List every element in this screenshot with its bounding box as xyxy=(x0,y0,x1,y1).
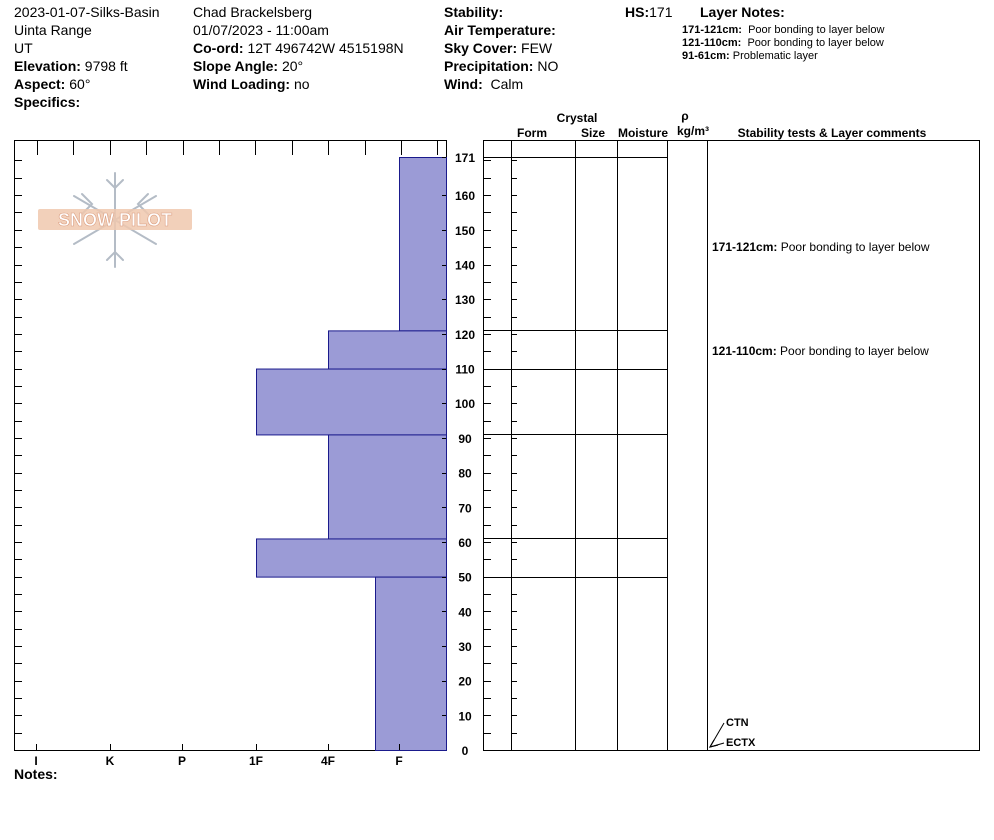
site-name: 2023-01-07-Silks-Basin xyxy=(14,4,160,20)
depth-tick-label: 70 xyxy=(458,501,472,515)
depth-tick-label: 160 xyxy=(455,189,475,203)
observer-name: Chad Brackelsberg xyxy=(193,4,313,20)
specifics-row: Specifics: xyxy=(14,93,80,111)
wind-row: Wind: Calm xyxy=(444,75,523,93)
depth-tick-label: 50 xyxy=(458,571,472,585)
slope-row: Slope Angle: 20° xyxy=(193,57,303,75)
hs-row: HS:171 xyxy=(625,3,672,21)
stability-label: Stability: xyxy=(444,4,504,20)
precip-value: NO xyxy=(537,58,559,74)
depth-tick-label: 120 xyxy=(455,328,475,342)
depth-tick-label: 110 xyxy=(455,363,475,377)
hardness-bar xyxy=(328,434,447,540)
hardness-axis-label: I xyxy=(34,754,37,768)
form-header: Form xyxy=(517,126,547,140)
hardness-bar xyxy=(256,538,447,578)
density-unit-header: kg/m³ xyxy=(677,124,709,138)
aspect-label: Aspect: xyxy=(14,76,66,92)
observation-datetime: 01/07/2023 - 11:00am xyxy=(193,22,329,38)
wind-loading-row: Wind Loading: no xyxy=(193,75,310,93)
snowpilot-logo: SNOW PILOT xyxy=(38,172,192,268)
stability-row: Stability: xyxy=(444,3,503,21)
stability-test-label: CTN xyxy=(726,717,749,729)
wind-loading-label: Wind Loading: xyxy=(193,76,291,92)
precip-row: Precipitation: NO xyxy=(444,57,558,75)
layer-note-item: 171-121cm: Poor bonding to layer below xyxy=(682,24,885,36)
layer-comment: 171-121cm: Poor bonding to layer below xyxy=(712,240,930,254)
depth-tick-label: 90 xyxy=(458,432,472,446)
layer-table-frame xyxy=(483,140,980,751)
sky-value: FEW xyxy=(521,40,553,56)
elevation-row: Elevation: 9798 ft xyxy=(14,57,128,75)
coord-row: Co-ord: 12T 496742W 4515198N xyxy=(193,39,404,57)
wind-value: Calm xyxy=(490,76,524,92)
elevation-label: Elevation: xyxy=(14,58,81,74)
hardness-axis-label: P xyxy=(178,754,186,768)
precip-label: Precipitation: xyxy=(444,58,534,74)
size-header: Size xyxy=(581,126,605,140)
aspect-value: 60° xyxy=(69,76,91,92)
hardness-axis-label: F xyxy=(395,754,402,768)
aspect-row: Aspect: 60° xyxy=(14,75,90,93)
air-temp-label: Air Temperature: xyxy=(444,22,556,38)
hardness-axis-label: K xyxy=(106,754,115,768)
hardness-bar xyxy=(375,576,447,752)
elevation-value: 9798 ft xyxy=(84,58,128,74)
depth-tick-label: 80 xyxy=(458,467,472,481)
range-name: Uinta Range xyxy=(14,22,92,38)
depth-tick-label: 171 xyxy=(455,151,475,165)
stability-test-label: ECTX xyxy=(726,737,756,749)
density-rho-header: ρ xyxy=(681,109,688,123)
hs-label: HS: xyxy=(625,4,650,20)
moisture-header: Moisture xyxy=(618,126,668,140)
hardness-bar xyxy=(256,368,447,436)
sky-label: Sky Cover: xyxy=(444,40,518,56)
depth-tick-label: 30 xyxy=(458,640,472,654)
stability-test-arrowhead xyxy=(708,739,719,748)
hardness-bar xyxy=(328,330,447,370)
hardness-axis-label: 4F xyxy=(321,754,335,768)
depth-tick-label: 20 xyxy=(458,675,472,689)
depth-tick-label: 140 xyxy=(455,259,475,273)
coord-label: Co-ord: xyxy=(193,40,244,56)
stability-comments-header: Stability tests & Layer comments xyxy=(738,126,927,140)
depth-tick-label: 60 xyxy=(458,536,472,550)
layer-note-item: 121-110cm: Poor bonding to layer below xyxy=(682,37,884,49)
notes-label: Notes: xyxy=(14,766,58,782)
hs-value: 171 xyxy=(649,4,673,20)
hardness-bar xyxy=(399,157,447,332)
layer-note-item: 91-61cm: Problematic layer xyxy=(682,50,818,62)
sky-row: Sky Cover: FEW xyxy=(444,39,552,57)
wind-loading-value: no xyxy=(293,76,310,92)
depth-tick-label: 150 xyxy=(455,224,475,238)
depth-tick-label: 40 xyxy=(458,605,472,619)
slope-value: 20° xyxy=(281,58,304,74)
state-name: UT xyxy=(14,40,33,56)
crystal-header: Crystal xyxy=(557,111,598,125)
layer-notes-title: Layer Notes: xyxy=(700,4,785,20)
layer-comment: 121-110cm: Poor bonding to layer below xyxy=(712,344,929,358)
specifics-label: Specifics: xyxy=(14,94,81,110)
air-temp-row: Air Temperature: xyxy=(444,21,556,39)
slope-label: Slope Angle: xyxy=(193,58,279,74)
depth-tick-label: 0 xyxy=(462,744,469,758)
depth-tick-label: 10 xyxy=(458,709,472,723)
snowpilot-logo-text: SNOW PILOT xyxy=(58,210,172,230)
depth-tick-label: 130 xyxy=(455,293,475,307)
wind-label: Wind: xyxy=(444,76,483,92)
depth-tick-label: 100 xyxy=(455,397,475,411)
hardness-axis-label: 1F xyxy=(249,754,263,768)
coord-value: 12T 496742W 4515198N xyxy=(247,40,404,56)
